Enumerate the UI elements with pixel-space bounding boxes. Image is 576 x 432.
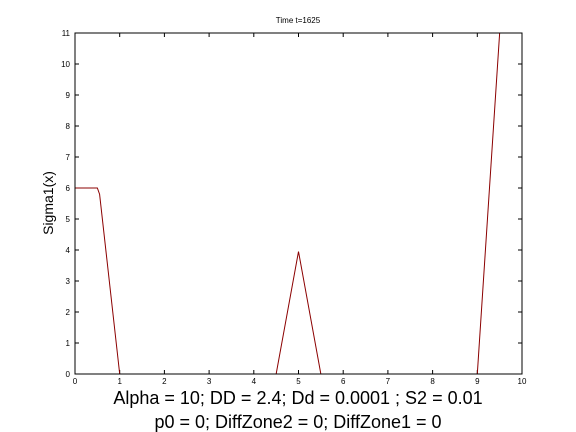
x-tick-label: 2 [162,377,167,386]
y-tick-label: 6 [66,184,71,193]
y-tick-label: 0 [66,370,71,379]
x-tick-label: 8 [430,377,435,386]
y-tick-label: 9 [66,91,71,100]
y-tick-label: 11 [62,29,71,38]
x-tick-label: 7 [386,377,391,386]
y-tick-label: 8 [66,122,71,131]
y-tick-label: 3 [66,277,71,286]
x-tick-label: 1 [117,377,122,386]
y-axis-ticks: 0 1 2 3 4 5 6 7 8 9 10 11 [61,29,522,379]
y-tick-label: 4 [66,246,71,255]
x-tick-label: 4 [252,377,257,386]
y-tick-label: 10 [61,60,70,69]
chart-title: Time t=1625 [276,16,321,25]
x-axis-label-line-2: p0 = 0; DiffZone2 = 0; DiffZone1 = 0 [154,412,441,432]
x-tick-label: 10 [518,377,527,386]
y-tick-label: 2 [66,308,71,317]
plot-area-frame [74,32,523,375]
x-tick-label: 9 [475,377,480,386]
y-tick-label: 5 [66,215,71,224]
x-tick-label: 5 [296,377,301,386]
x-axis-label-line-1: Alpha = 10; DD = 2.4; Dd = 0.0001 ; S2 =… [113,388,482,408]
x-tick-label: 0 [73,377,78,386]
y-tick-label: 7 [66,153,71,162]
x-tick-label: 3 [207,377,212,386]
series-group [75,32,522,375]
series-line-1 [75,32,522,375]
y-axis-label: Sigma1(x) [40,171,56,235]
x-axis-ticks: 0 1 2 3 4 5 6 7 8 9 10 [73,33,527,386]
x-tick-label: 6 [341,377,346,386]
y-tick-label: 1 [66,339,71,348]
